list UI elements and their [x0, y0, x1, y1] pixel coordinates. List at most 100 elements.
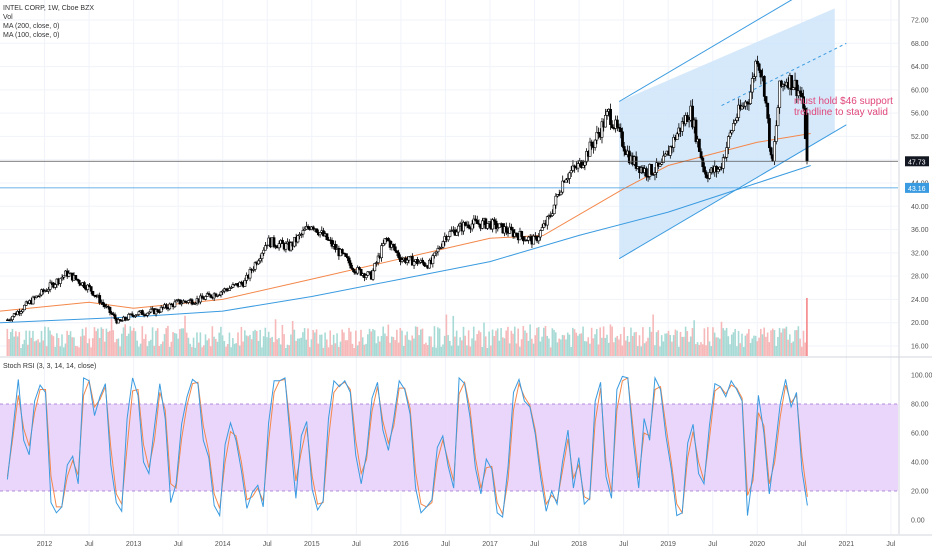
volume-bar	[537, 327, 540, 356]
volume-bar	[259, 329, 261, 356]
candle-body	[412, 261, 416, 266]
candle-body	[790, 75, 794, 91]
volume-bar	[500, 328, 502, 356]
volume-bar	[488, 331, 490, 356]
candle-body	[480, 220, 484, 229]
volume-bar	[691, 327, 694, 356]
candle-body	[515, 232, 518, 236]
volume-bar	[476, 334, 478, 356]
volume-label[interactable]: Vol	[3, 14, 13, 21]
volume-bar	[522, 326, 525, 356]
volume-bar	[671, 341, 673, 356]
volume-bar	[556, 342, 559, 356]
volume-bar	[132, 327, 135, 356]
volume-bar	[460, 340, 463, 356]
annotation[interactable]: must hold $46 support trendline to stay …	[794, 96, 893, 118]
volume-bar	[100, 327, 103, 356]
volume-bar	[266, 337, 268, 356]
candle-body	[248, 269, 252, 279]
volume-bar	[426, 345, 429, 356]
volume-bar	[267, 331, 270, 356]
rsi-tick-label: 80.00	[911, 402, 929, 409]
volume-bar	[273, 342, 275, 356]
candle-body	[756, 60, 759, 65]
candle-body	[687, 119, 691, 123]
candle-body	[439, 246, 443, 249]
ma100-label[interactable]: MA (100, close, 0)	[3, 32, 60, 39]
volume-bar	[529, 324, 531, 356]
volume-bar	[21, 344, 24, 356]
candle-body	[9, 319, 13, 321]
candle-body	[653, 172, 657, 175]
candle-body	[764, 96, 768, 104]
candle-body	[67, 272, 71, 277]
stoch-rsi-label[interactable]: Stoch RSI (3, 3, 14, 14, close)	[3, 363, 97, 370]
time-tick-label: 2019	[660, 541, 676, 548]
volume-bar	[396, 329, 398, 356]
volume-bar	[464, 335, 467, 356]
candle-body	[349, 262, 353, 269]
volume-bar	[257, 340, 260, 356]
volume-bar	[584, 341, 586, 356]
volume-bar	[563, 335, 566, 356]
volume-bar	[83, 335, 86, 356]
volume-bar	[105, 328, 108, 356]
volume-bar	[221, 335, 224, 356]
candle-body	[113, 314, 117, 319]
candle-body	[744, 101, 747, 107]
volume-bar	[88, 338, 91, 356]
candle-body	[387, 238, 390, 242]
volume-bar	[672, 335, 675, 356]
volume-bar	[496, 328, 499, 356]
volume-bar	[209, 346, 212, 356]
volume-bar	[638, 335, 641, 356]
candle-body	[600, 121, 604, 138]
volume-bar	[372, 329, 374, 356]
candle-body	[576, 163, 580, 169]
candle-body	[622, 146, 626, 152]
volume-bar	[471, 338, 473, 356]
volume-bar	[795, 330, 798, 356]
candle-body	[762, 76, 766, 97]
candle-body	[617, 127, 621, 129]
ma200-label[interactable]: MA (200, close, 0)	[3, 23, 60, 30]
candle-body	[545, 216, 549, 226]
volume-bar	[367, 334, 369, 356]
volume-bar	[766, 332, 769, 356]
volume-bar	[749, 342, 752, 356]
volume-bar	[501, 337, 504, 356]
volume-bar	[402, 345, 405, 356]
candle-body	[455, 231, 459, 236]
volume-bar	[713, 332, 716, 356]
candle-body	[253, 262, 257, 270]
candle-body	[542, 223, 546, 228]
volume-bar	[138, 346, 140, 356]
volume-bar	[773, 330, 776, 356]
candle-body	[697, 138, 701, 152]
candle-body	[521, 236, 525, 242]
volume-bar	[93, 327, 96, 356]
volume-bar	[184, 315, 186, 356]
volume-bar	[59, 346, 62, 356]
candle-body	[527, 236, 530, 241]
candle-body	[219, 291, 223, 296]
horizontal-lines[interactable]	[0, 160, 898, 189]
price-channel[interactable]	[618, 0, 847, 260]
volume-bar	[33, 341, 36, 356]
candle-body	[62, 275, 66, 278]
price-tick-label: 52.00	[911, 134, 929, 141]
volume-bar	[421, 328, 424, 356]
candle-body	[605, 111, 609, 116]
price-tick-label: 60.00	[911, 87, 929, 94]
volume-bar	[324, 332, 326, 356]
candle-body	[88, 284, 91, 287]
rsi-tick-label: 60.00	[911, 431, 929, 438]
volume-bar	[554, 332, 557, 356]
volume-bar	[363, 344, 366, 356]
candle-body	[164, 304, 168, 309]
volume-bar	[659, 346, 661, 356]
volume-bar	[86, 343, 89, 356]
volume-bar	[631, 335, 634, 356]
symbol-title[interactable]: INTEL CORP, 1W, Cboe BZX	[3, 5, 95, 12]
